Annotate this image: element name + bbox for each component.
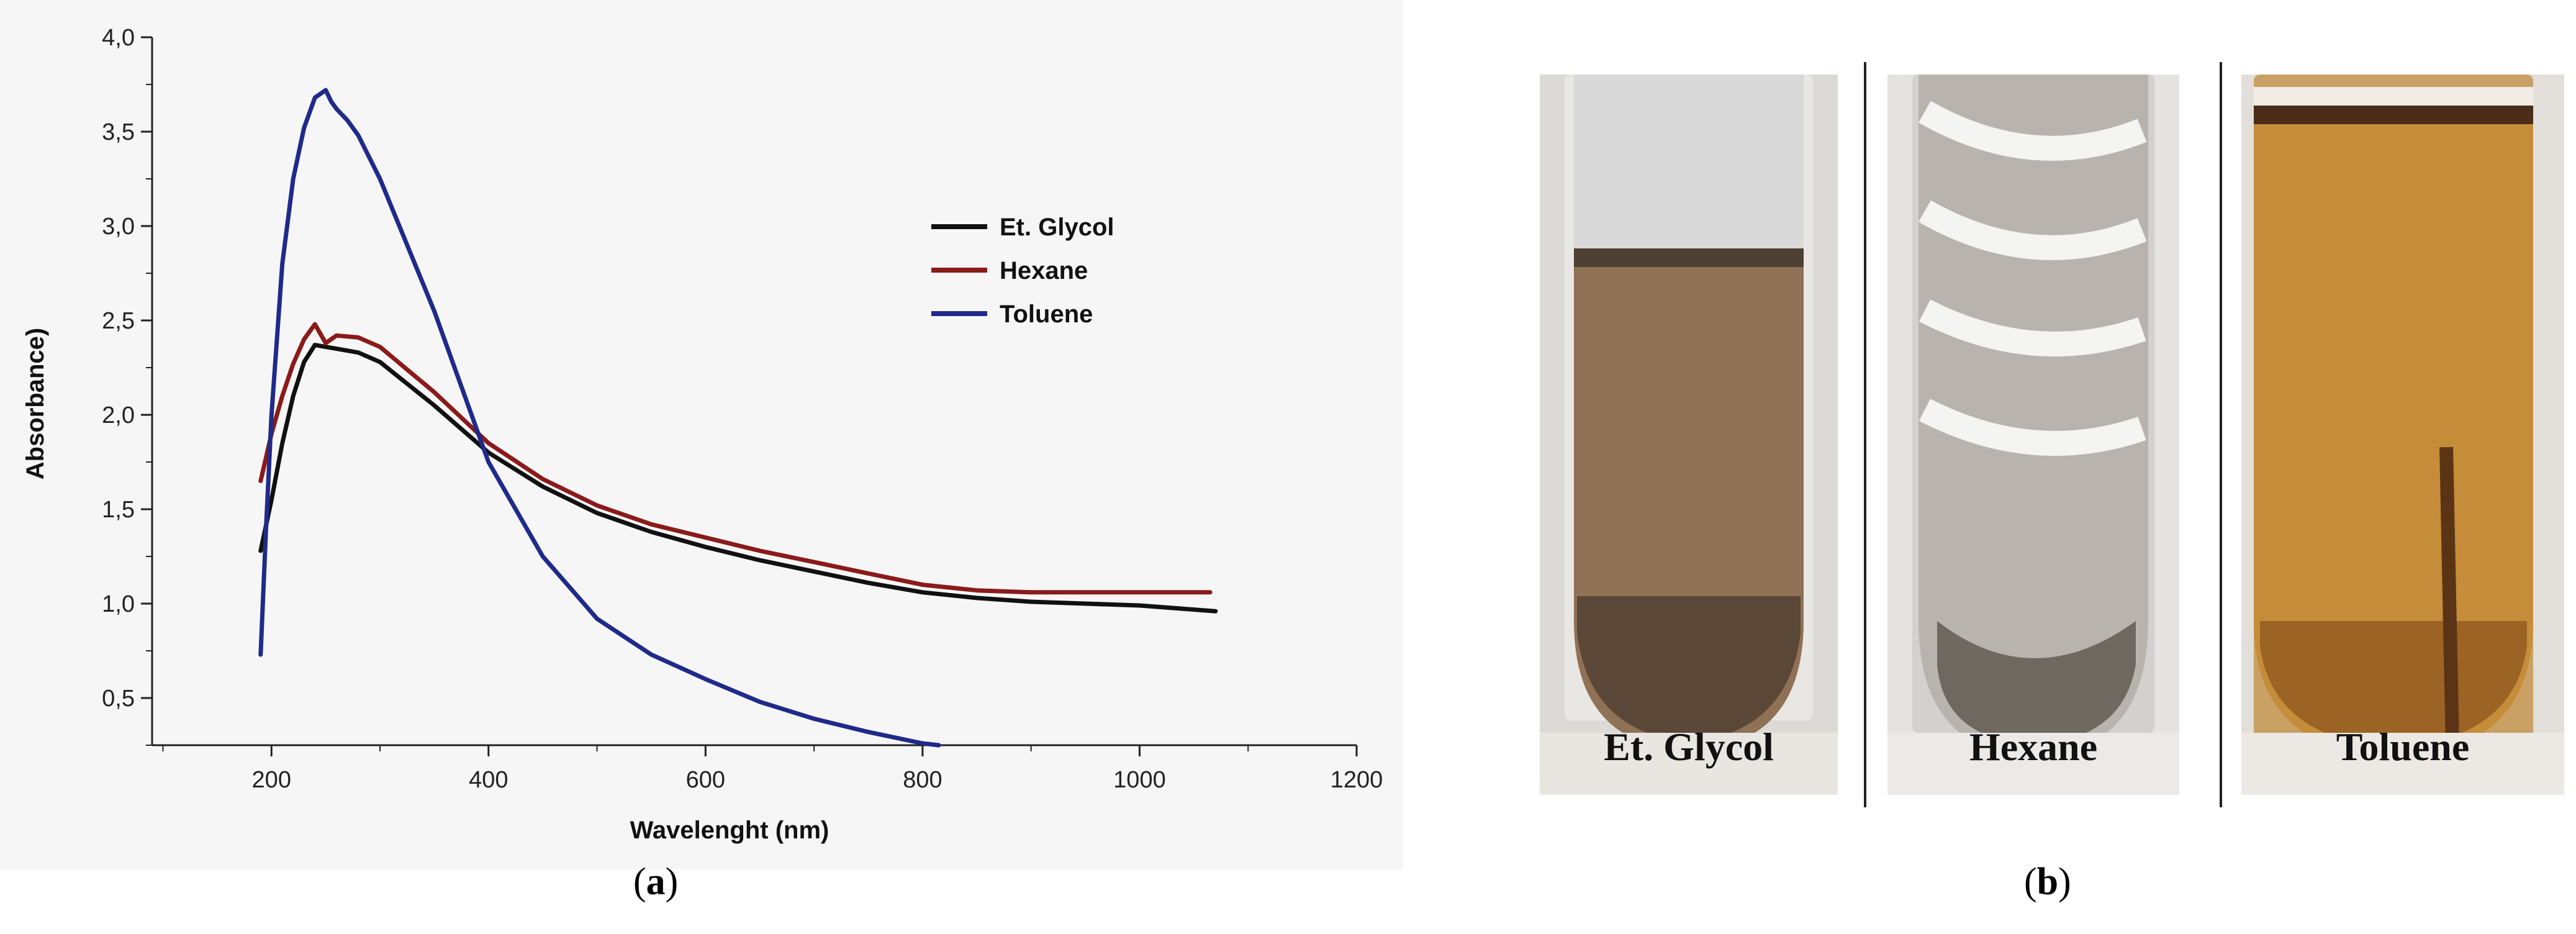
absorbance-chart: 200 400 600 800 1000 1200 0,5 1,0 1,5 2,0 2,5 3,0 3,… [22, 25, 1383, 844]
photo-divider [2220, 62, 2222, 807]
hexane-tube-image [1887, 75, 2179, 795]
toluene-tube-image [2241, 75, 2564, 795]
photo-hexane-tube: Hexane [1887, 75, 2179, 795]
legend-label: Et. Glycol [1000, 214, 1114, 241]
legend: Et. Glycol Hexane Toluene [931, 214, 1114, 328]
axes: 200 400 600 800 1000 1200 0,5 1,0 1,5 2,0 2,5 3,0 3,… [22, 25, 1383, 844]
legend-label: Hexane [1000, 257, 1088, 284]
series-line-et-glycol [258, 343, 1218, 614]
x-tick-label: 1000 [1113, 767, 1166, 793]
x-tick-label: 800 [903, 767, 942, 793]
y-tick-label: 2,5 [102, 308, 135, 334]
series-line-hexane [258, 322, 1213, 595]
y-tick-label: 2,0 [102, 402, 135, 428]
x-tick-label: 200 [252, 767, 291, 793]
series-line-toluene [258, 88, 941, 748]
y-tick-label: 0,5 [102, 686, 135, 712]
caption-a: (a) [633, 861, 679, 903]
photo-label-toluene: Toluene [2336, 725, 2470, 769]
y-axis-title: Absorbance) [22, 328, 49, 480]
x-tick-label: 1200 [1331, 767, 1383, 793]
x-tick-label: 400 [469, 767, 508, 793]
chart-panel: 200 400 600 800 1000 1200 0,5 1,0 1,5 2,0 2,5 3,0 3,… [22, 25, 1383, 844]
photo-label-hexane: Hexane [1969, 725, 2098, 769]
photo-divider [1864, 62, 1866, 807]
caption-b: (b) [2024, 861, 2071, 903]
y-tick-label: 1,5 [102, 497, 135, 523]
y-tick-label: 4,0 [102, 25, 135, 51]
photo-label-et-glycol: Et. Glycol [1604, 725, 1774, 769]
series-lines [258, 88, 1218, 748]
x-axis-title: Wavelenght (nm) [630, 817, 829, 844]
caption-a-letter: a [646, 861, 666, 903]
caption-b-letter: b [2036, 861, 2059, 903]
et-glycol-tube-image [1540, 75, 1838, 795]
photo-toluene-tube: Toluene [2241, 75, 2564, 795]
y-tick-label: 1,0 [102, 591, 135, 617]
photo-et-glycol-tube: Et. Glycol [1540, 75, 1838, 795]
x-tick-label: 600 [686, 767, 725, 793]
y-tick-label: 3,0 [102, 214, 135, 240]
sample-photos: Et. Glycol Hexane Toluene [1540, 62, 2576, 807]
y-tick-label: 3,5 [102, 119, 135, 145]
legend-label: Toluene [1000, 301, 1093, 328]
